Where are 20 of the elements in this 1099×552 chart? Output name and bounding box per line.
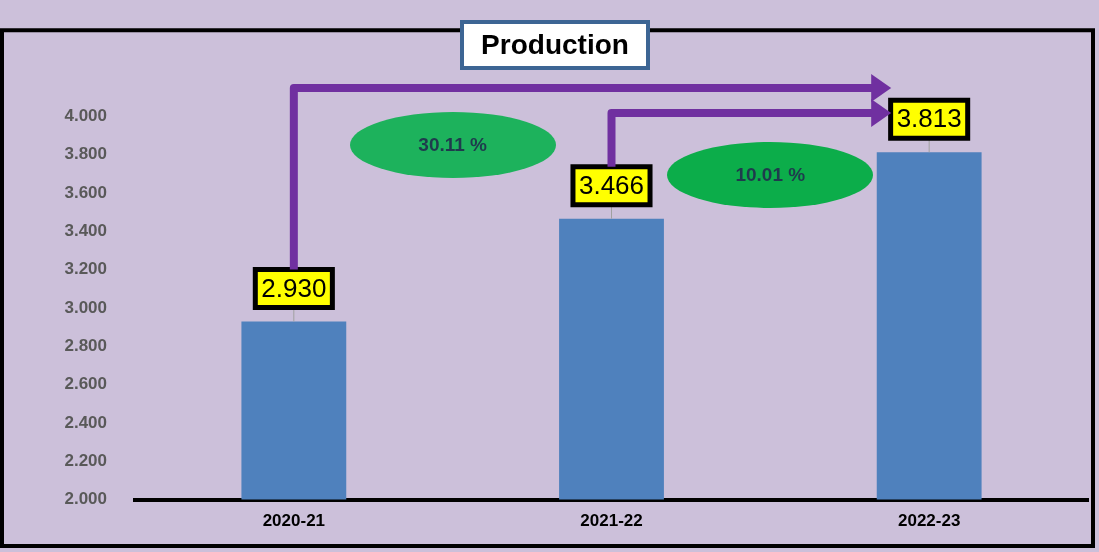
y-tick-label: 2.400 [64,412,107,432]
chart-title: Production [460,20,650,70]
data-label: 2.930 [261,272,327,303]
y-tick-label: 2.600 [64,374,107,394]
x-tick-label: 2021-22 [580,511,643,531]
y-tick-label: 3.600 [64,182,107,202]
y-tick-label: 2.000 [64,489,107,509]
data-label: 3.466 [578,169,645,200]
y-tick-label: 2.800 [64,336,107,356]
y-tick-label: 3.400 [64,221,107,241]
x-tick-label: 2022-23 [897,511,961,531]
y-tick-label: 3.800 [64,144,107,164]
y-tick-label: 2.200 [64,450,107,470]
data-label: 3.813 [896,103,962,134]
y-tick-label: 3.200 [64,259,107,279]
x-tick-label: 2020-21 [262,511,326,531]
ellipse-badge: 10.01 % [667,142,874,208]
ellipse-badge: 30.11 % [349,112,556,178]
y-tick-label: 3.000 [64,297,107,317]
y-tick-label: 4.000 [64,106,107,126]
